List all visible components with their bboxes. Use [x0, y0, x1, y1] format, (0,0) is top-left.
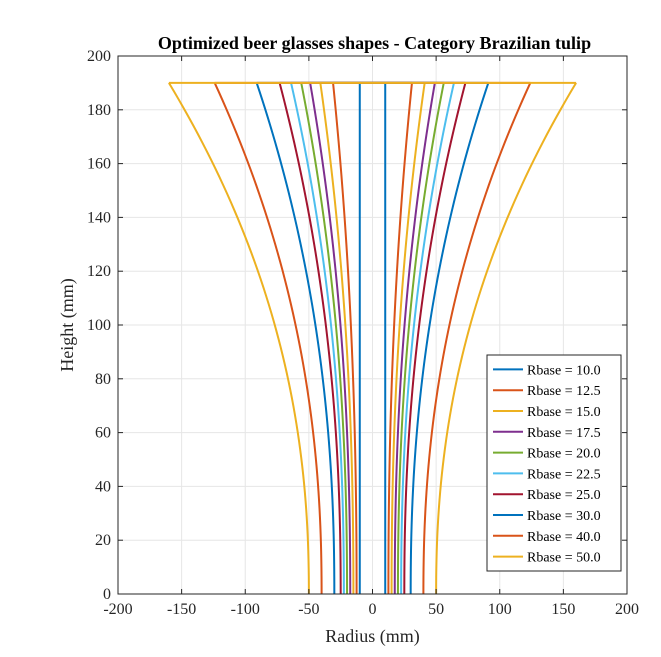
series-line-right-8: [422, 82, 532, 595]
series-line-left-8: [213, 82, 323, 595]
legend-entry: Rbase = 40.0: [527, 530, 601, 545]
plot-series: [168, 81, 577, 595]
legend-entry: Rbase = 30.0: [527, 509, 601, 524]
x-tick-label: -100: [231, 601, 260, 618]
y-tick-label: 200: [87, 48, 111, 65]
legend-entry: Rbase = 12.5: [527, 384, 601, 399]
series-line-right-1: [387, 82, 413, 594]
legend-entry: Rbase = 17.5: [527, 426, 601, 441]
x-tick-label: 200: [615, 601, 639, 618]
series-line-left-5: [290, 82, 345, 595]
series-line-left-7: [255, 82, 336, 594]
y-tick-label: 60: [95, 425, 111, 442]
y-tick-label: 80: [95, 371, 111, 388]
series-line-right-9: [435, 82, 577, 595]
x-tick-label: -200: [103, 601, 132, 618]
x-axis-label: Radius (mm): [325, 626, 420, 647]
y-tick-label: 20: [95, 532, 111, 549]
y-tick-label: 180: [87, 102, 111, 119]
y-tick-label: 160: [87, 156, 111, 173]
y-tick-label: 100: [87, 317, 111, 334]
y-axis-ticks: 0 20 40 60 80 100 120 140 160 180 200: [87, 48, 627, 603]
series-line-right-7: [409, 82, 490, 595]
chart-title: Optimized beer glasses shapes - Category…: [158, 33, 591, 53]
legend: Rbase = 10.0 Rbase = 12.5 Rbase = 15.0 Rbas…: [486, 354, 622, 572]
x-tick-label: 50: [428, 601, 444, 618]
y-tick-label: 120: [87, 263, 111, 280]
legend-entry: Rbase = 15.0: [527, 405, 601, 420]
x-tick-label: 100: [488, 601, 512, 618]
legend-entry: Rbase = 25.0: [527, 488, 601, 503]
legend-entry: Rbase = 22.5: [527, 467, 601, 482]
y-axis-label: Height (mm): [57, 278, 78, 371]
series-line-right-5: [400, 82, 455, 595]
series-line-left-4: [300, 82, 349, 595]
x-tick-label: -50: [298, 601, 319, 618]
series-line-left-3: [309, 82, 352, 594]
series-line-left-6: [278, 82, 342, 595]
series-line-right-6: [403, 82, 467, 595]
series-line-left-1: [332, 82, 358, 594]
x-tick-label: 0: [369, 601, 377, 618]
series-line-right-3: [393, 82, 436, 594]
legend-entry: Rbase = 20.0: [527, 447, 601, 462]
series-line-left-2: [319, 82, 355, 594]
y-tick-label: 40: [95, 478, 111, 495]
series-line-left-9: [168, 82, 310, 595]
series-line-right-2: [390, 82, 426, 594]
x-axis-ticks: -200 -150 -100 -50 0 50 100 150 200: [103, 56, 639, 618]
x-tick-label: 150: [551, 601, 575, 618]
x-tick-label: -150: [167, 601, 196, 618]
y-tick-label: 140: [87, 209, 111, 226]
series-line-right-4: [396, 82, 445, 595]
y-tick-label: 0: [103, 586, 111, 603]
legend-entry: Rbase = 50.0: [527, 551, 601, 566]
legend-entry: Rbase = 10.0: [527, 363, 601, 378]
